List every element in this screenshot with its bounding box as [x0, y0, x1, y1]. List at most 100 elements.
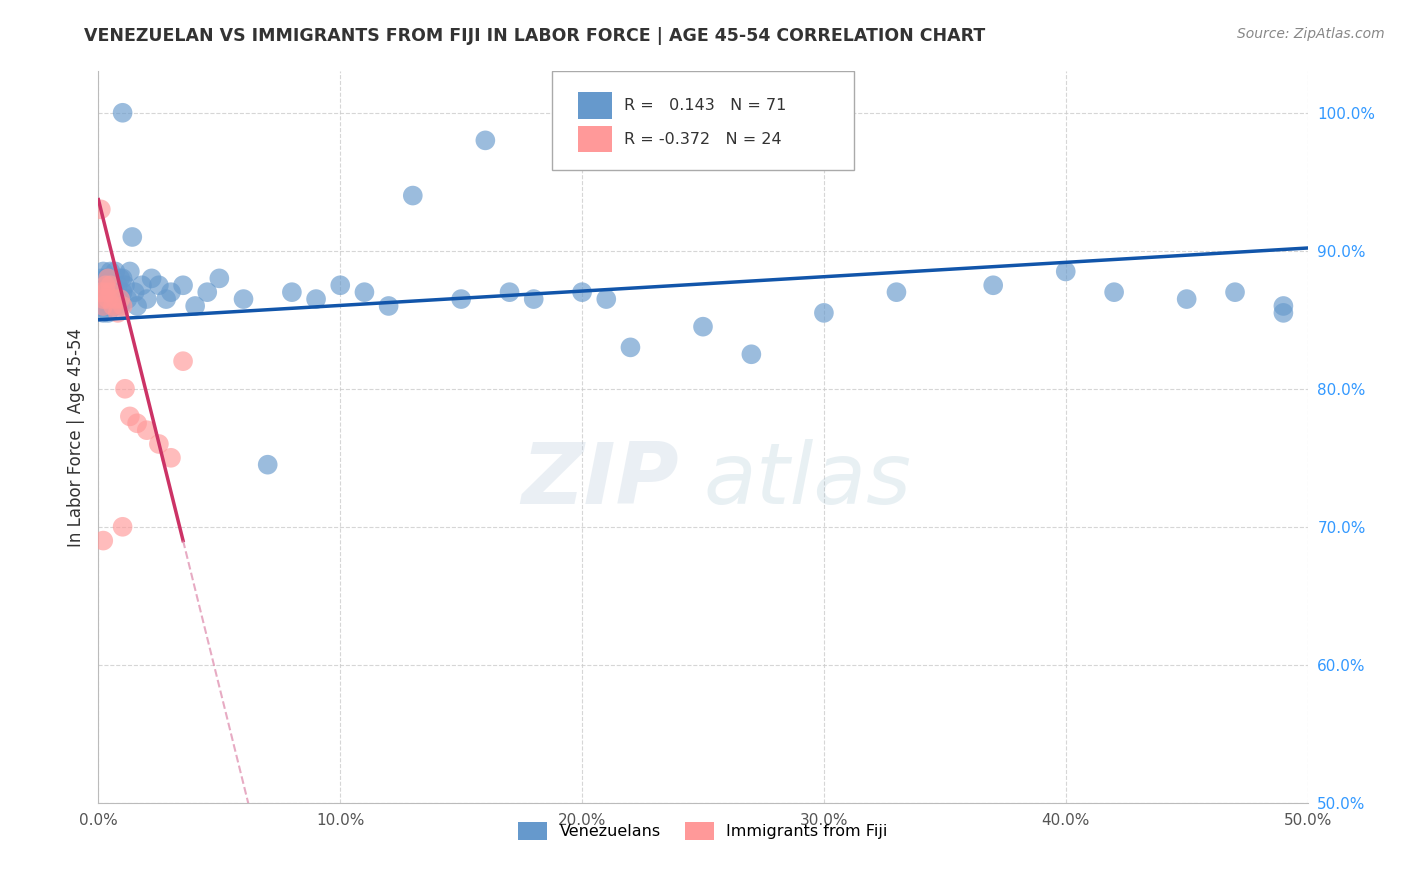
Point: [94, 278, 117, 293]
Point: [94, 299, 117, 313]
Point: [91, 264, 114, 278]
Point: [104, 292, 127, 306]
Point: [111, 520, 134, 534]
Point: [148, 278, 170, 293]
Point: [97, 271, 120, 285]
Point: [94, 271, 117, 285]
Bar: [578, 126, 613, 153]
Point: [160, 450, 183, 465]
Point: [377, 299, 399, 313]
Point: [1175, 292, 1198, 306]
Point: [127, 417, 149, 431]
Text: R = -0.372   N = 24: R = -0.372 N = 24: [624, 132, 782, 147]
Point: [121, 230, 143, 244]
Point: [160, 285, 183, 300]
Y-axis label: In Labor Force | Age 45-54: In Labor Force | Age 45-54: [66, 327, 84, 547]
Point: [108, 271, 131, 285]
Point: [107, 278, 129, 293]
Point: [104, 285, 127, 300]
Point: [353, 285, 375, 300]
Point: [114, 278, 136, 293]
Point: [94, 285, 117, 300]
Point: [100, 299, 122, 313]
Point: [114, 382, 136, 396]
Point: [101, 292, 124, 306]
Point: [111, 299, 134, 313]
Text: Source: ZipAtlas.com: Source: ZipAtlas.com: [1237, 27, 1385, 41]
Point: [571, 285, 593, 300]
Point: [90, 285, 112, 300]
Point: [523, 292, 546, 306]
Point: [100, 278, 122, 293]
Text: R =   0.143   N = 71: R = 0.143 N = 71: [624, 98, 787, 113]
Point: [90, 285, 112, 300]
Point: [111, 271, 134, 285]
Point: [108, 299, 131, 313]
Point: [155, 292, 177, 306]
Point: [100, 285, 122, 300]
Point: [1223, 285, 1246, 300]
Point: [94, 278, 117, 293]
Point: [692, 319, 714, 334]
Point: [91, 292, 114, 306]
Point: [813, 306, 835, 320]
Point: [450, 292, 472, 306]
Point: [498, 285, 520, 300]
Point: [184, 299, 207, 313]
Text: ZIP: ZIP: [522, 440, 679, 523]
Point: [1272, 299, 1295, 313]
Point: [127, 299, 149, 313]
Point: [108, 292, 131, 306]
Point: [148, 437, 170, 451]
Point: [91, 278, 114, 293]
Point: [1102, 285, 1125, 300]
Point: [619, 340, 641, 354]
Point: [474, 133, 496, 147]
Point: [232, 292, 254, 306]
FancyBboxPatch shape: [551, 71, 855, 170]
Point: [101, 299, 124, 313]
Point: [107, 306, 129, 320]
Point: [305, 292, 328, 306]
Point: [118, 264, 141, 278]
Point: [111, 105, 134, 120]
Point: [104, 264, 127, 278]
Point: [97, 292, 120, 306]
Point: [117, 292, 139, 306]
Point: [141, 271, 163, 285]
Point: [107, 292, 129, 306]
Point: [111, 285, 134, 300]
Point: [595, 292, 617, 306]
Point: [91, 299, 114, 313]
Point: [100, 285, 122, 300]
Legend: Venezuelans, Immigrants from Fiji: Venezuelans, Immigrants from Fiji: [512, 816, 894, 846]
Point: [101, 278, 124, 293]
Point: [118, 409, 141, 424]
Point: [1272, 306, 1295, 320]
Point: [135, 292, 157, 306]
Point: [281, 285, 304, 300]
Point: [981, 278, 1004, 293]
Point: [97, 292, 120, 306]
Point: [97, 271, 120, 285]
Point: [91, 533, 114, 548]
Point: [90, 202, 112, 217]
Point: [195, 285, 218, 300]
Point: [91, 306, 114, 320]
Point: [172, 354, 194, 368]
Text: atlas: atlas: [703, 440, 911, 523]
Point: [97, 306, 120, 320]
Point: [256, 458, 278, 472]
Point: [329, 278, 352, 293]
Point: [124, 285, 146, 300]
Point: [172, 278, 194, 293]
Point: [886, 285, 908, 300]
Text: VENEZUELAN VS IMMIGRANTS FROM FIJI IN LABOR FORCE | AGE 45-54 CORRELATION CHART: VENEZUELAN VS IMMIGRANTS FROM FIJI IN LA…: [84, 27, 986, 45]
Point: [91, 292, 114, 306]
Point: [90, 299, 112, 313]
Point: [135, 423, 157, 437]
Point: [740, 347, 762, 361]
Bar: [578, 93, 613, 119]
Point: [402, 188, 425, 202]
Point: [208, 271, 231, 285]
